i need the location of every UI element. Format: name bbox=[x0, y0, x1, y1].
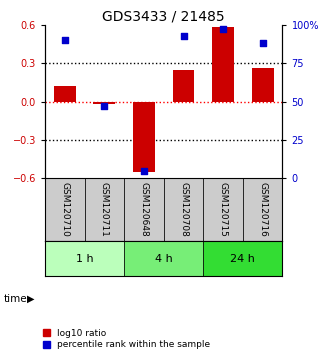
Point bbox=[221, 27, 226, 32]
Bar bbox=[173, 70, 195, 102]
Bar bbox=[212, 27, 234, 102]
Bar bbox=[93, 102, 115, 104]
Text: GSM120648: GSM120648 bbox=[139, 182, 148, 237]
Bar bbox=[133, 102, 155, 172]
Point bbox=[102, 103, 107, 109]
Legend: log10 ratio, percentile rank within the sample: log10 ratio, percentile rank within the … bbox=[43, 329, 211, 349]
Bar bbox=[84, 178, 124, 241]
Bar bbox=[252, 68, 273, 102]
Bar bbox=[54, 86, 76, 102]
Text: GSM120708: GSM120708 bbox=[179, 182, 188, 237]
Point bbox=[181, 33, 186, 38]
Bar bbox=[243, 178, 282, 241]
Bar bbox=[203, 241, 282, 276]
Bar bbox=[203, 178, 243, 241]
Text: ▶: ▶ bbox=[27, 294, 35, 304]
Text: GSM120711: GSM120711 bbox=[100, 182, 109, 237]
Bar bbox=[45, 241, 124, 276]
Text: GSM120715: GSM120715 bbox=[219, 182, 228, 237]
Bar bbox=[45, 178, 84, 241]
Text: 24 h: 24 h bbox=[230, 254, 255, 264]
Text: 1 h: 1 h bbox=[76, 254, 93, 264]
Title: GDS3433 / 21485: GDS3433 / 21485 bbox=[102, 10, 225, 24]
Point bbox=[141, 168, 146, 173]
Point bbox=[62, 37, 67, 43]
Bar bbox=[124, 178, 164, 241]
Text: GSM120710: GSM120710 bbox=[60, 182, 69, 237]
Bar bbox=[164, 178, 203, 241]
Bar bbox=[124, 241, 203, 276]
Text: GSM120716: GSM120716 bbox=[258, 182, 267, 237]
Text: time: time bbox=[3, 294, 27, 304]
Text: 4 h: 4 h bbox=[155, 254, 173, 264]
Point bbox=[260, 40, 265, 46]
